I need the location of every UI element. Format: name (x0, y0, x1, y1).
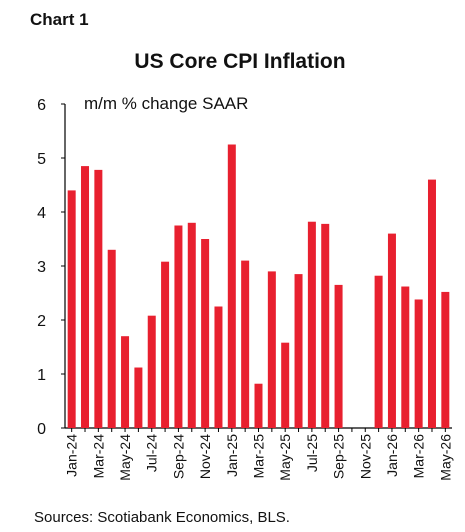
bar (254, 383, 263, 428)
x-tick-label: Sep-24 (170, 434, 186, 479)
bar (334, 284, 343, 428)
bar (174, 225, 183, 428)
bar (281, 342, 290, 428)
bar (67, 190, 76, 428)
y-tick-label: 4 (37, 205, 46, 222)
source-note: Sources: Scotiabank Economics, BLS. (34, 509, 290, 526)
x-tick-label: Jan-24 (64, 434, 80, 477)
bar (441, 291, 450, 428)
x-tick-label: Mar-26 (411, 434, 427, 479)
x-tick-label: Jan-25 (224, 434, 240, 477)
bar (387, 233, 396, 428)
bar (427, 179, 436, 428)
x-tick-label: Jul-24 (144, 434, 160, 472)
bar (201, 239, 210, 428)
bar (214, 306, 223, 428)
x-tick-label: Mar-24 (90, 434, 106, 479)
bar (241, 260, 250, 428)
chart-header: Chart 1 (30, 10, 89, 29)
y-tick-label: 2 (37, 313, 46, 330)
chart-title: US Core CPI Inflation (134, 50, 345, 73)
x-tick-label: May-26 (437, 434, 453, 481)
bar (267, 271, 276, 428)
y-tick-label: 6 (37, 97, 46, 114)
bar (227, 144, 236, 428)
y-tick-label: 1 (37, 367, 46, 384)
y-axis-label: m/m % change SAAR (84, 94, 248, 113)
y-tick-label: 5 (37, 151, 46, 168)
bar (147, 315, 156, 428)
x-tick-label: Mar-25 (251, 434, 267, 479)
y-tick-label: 0 (37, 421, 46, 438)
bar (401, 286, 410, 428)
bar (107, 249, 116, 428)
bar (121, 336, 130, 428)
x-tick-label: Nov-24 (197, 434, 213, 479)
bar (94, 169, 103, 428)
x-tick-label: May-24 (117, 434, 133, 481)
bar (294, 274, 303, 428)
bar (414, 299, 423, 428)
bar (374, 275, 383, 428)
x-tick-label: May-25 (277, 434, 293, 481)
bar (187, 222, 196, 428)
bar (161, 261, 170, 428)
bar (81, 166, 90, 428)
bar (134, 367, 143, 428)
x-tick-label: Nov-25 (357, 434, 373, 479)
x-tick-label: Sep-25 (331, 434, 347, 479)
y-tick-label: 3 (37, 259, 46, 276)
x-tick-label: Jul-25 (304, 434, 320, 472)
bar (307, 221, 316, 428)
bar (321, 223, 330, 428)
x-tick-label: Jan-26 (384, 434, 400, 477)
